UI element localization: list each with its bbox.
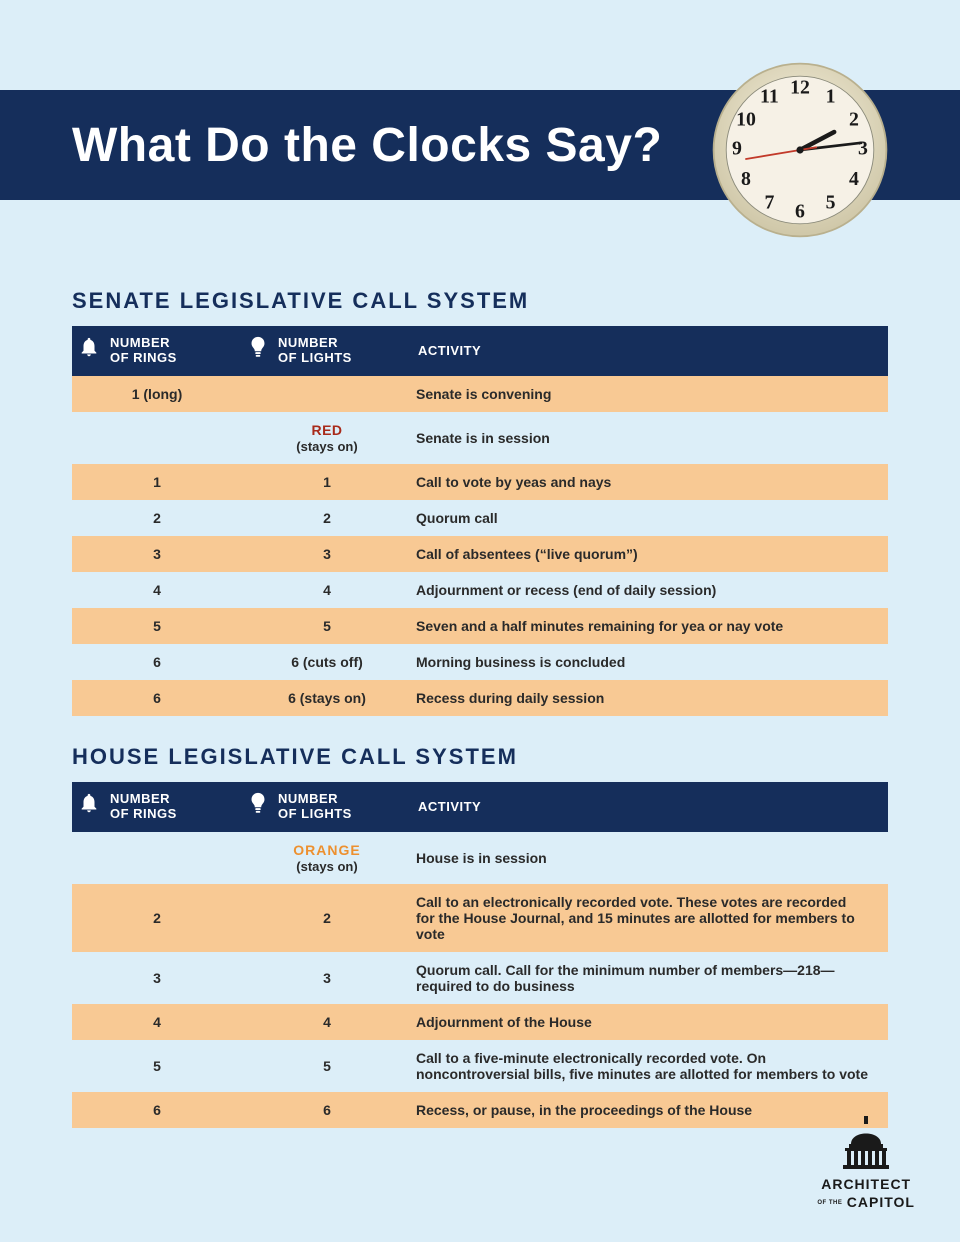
activity-cell: Adjournment of the House [412,1004,888,1040]
svg-text:11: 11 [760,85,779,107]
lights-cell [242,376,412,412]
activity-cell: Call to vote by yeas and nays [412,464,888,500]
lights-cell: 5 [242,608,412,644]
clock-image: 12 1 2 3 4 5 6 7 8 9 10 11 [710,60,890,240]
activity-cell: Quorum call. Call for the minimum number… [412,952,888,1004]
bulb-icon [248,792,268,821]
lights-cell: 3 [242,536,412,572]
lights-cell: 6 (stays on) [242,680,412,716]
bell-icon [78,336,100,365]
table-row: 33Quorum call. Call for the minimum numb… [72,952,888,1004]
header-lights: NUMBEROF LIGHTS [278,792,352,822]
footer-text-1: ARCHITECT [821,1176,911,1192]
rings-cell: 4 [72,572,242,608]
rings-cell: 6 [72,1092,242,1128]
svg-text:9: 9 [732,138,742,160]
table-row: 22Call to an electronically recorded vot… [72,884,888,952]
table-row: 55Seven and a half minutes remaining for… [72,608,888,644]
rings-cell: 2 [72,884,242,952]
lights-cell: 5 [242,1040,412,1092]
activity-cell: Seven and a half minutes remaining for y… [412,608,888,644]
lights-cell: 6 [242,1092,412,1128]
bulb-icon [248,336,268,365]
rings-cell [72,412,242,464]
header-activity: ACTIVITY [418,343,481,358]
section-title-senate: SENATE LEGISLATIVE CALL SYSTEM [72,288,888,314]
svg-text:5: 5 [826,192,836,214]
senate-table: NUMBEROF RINGS NUMBEROF LIGHTS [72,326,888,716]
svg-text:8: 8 [741,168,751,190]
table-row: 11Call to vote by yeas and nays [72,464,888,500]
content-area: SENATE LEGISLATIVE CALL SYSTEM NUMBEROF … [72,260,888,1128]
table-row: 66 (cuts off)Morning business is conclud… [72,644,888,680]
rings-cell: 3 [72,952,242,1004]
activity-cell: Recess during daily session [412,680,888,716]
activity-cell: Morning business is concluded [412,644,888,680]
lights-cell: 2 [242,500,412,536]
rings-cell: 5 [72,608,242,644]
lights-cell: 6 (cuts off) [242,644,412,680]
activity-cell: Call to a five-minute electronically rec… [412,1040,888,1092]
activity-cell: Call to an electronically recorded vote.… [412,884,888,952]
activity-cell: Senate is in session [412,412,888,464]
capitol-icon [831,1116,901,1171]
lights-cell: 3 [242,952,412,1004]
svg-text:1: 1 [826,85,836,107]
table-row: 22Quorum call [72,500,888,536]
table-row: 44Adjournment or recess (end of daily se… [72,572,888,608]
rings-cell: 4 [72,1004,242,1040]
activity-cell: House is in session [412,832,888,884]
header-rings: NUMBEROF RINGS [110,792,177,822]
lights-cell: 1 [242,464,412,500]
rings-cell: 1 (long) [72,376,242,412]
table-row: 1 (long) Senate is convening [72,376,888,412]
rings-cell: 3 [72,536,242,572]
header-rings: NUMBEROF RINGS [110,336,177,366]
footer-text-3: CAPITOL [847,1194,915,1210]
lights-cell: 4 [242,1004,412,1040]
rings-cell: 6 [72,644,242,680]
activity-cell: Adjournment or recess (end of daily sess… [412,572,888,608]
svg-text:3: 3 [858,138,868,160]
rings-cell: 1 [72,464,242,500]
rings-cell: 5 [72,1040,242,1092]
table-row: 33Call of absentees (“live quorum”) [72,536,888,572]
activity-cell: Senate is convening [412,376,888,412]
table-row: ORANGE(stays on)House is in session [72,832,888,884]
table-row: 44Adjournment of the House [72,1004,888,1040]
rings-cell: 2 [72,500,242,536]
activity-cell: Quorum call [412,500,888,536]
footer-text-2: OF THE [817,1200,842,1206]
svg-text:2: 2 [849,109,859,131]
table-row: RED(stays on)Senate is in session [72,412,888,464]
rings-cell [72,832,242,884]
house-table: NUMBEROF RINGS NUMBEROF LIGHTS [72,782,888,1128]
svg-text:12: 12 [790,76,810,98]
lights-cell: 4 [242,572,412,608]
bell-icon [78,792,100,821]
header-lights: NUMBEROF LIGHTS [278,336,352,366]
lights-cell: RED(stays on) [242,412,412,464]
activity-cell: Call of absentees (“live quorum”) [412,536,888,572]
svg-text:4: 4 [849,168,859,190]
svg-text:10: 10 [736,109,756,131]
section-title-house: HOUSE LEGISLATIVE CALL SYSTEM [72,744,888,770]
header-activity: ACTIVITY [418,799,481,814]
lights-cell: ORANGE(stays on) [242,832,412,884]
lights-cell: 2 [242,884,412,952]
table-row: 66 (stays on)Recess during daily session [72,680,888,716]
table-row: 66Recess, or pause, in the proceedings o… [72,1092,888,1128]
footer-logo: ARCHITECT OF THE CAPITOL [817,1116,915,1212]
rings-cell: 6 [72,680,242,716]
page-title: What Do the Clocks Say? [72,118,662,173]
svg-text:6: 6 [795,201,805,223]
svg-text:7: 7 [764,192,774,214]
table-row: 55Call to a five-minute electronically r… [72,1040,888,1092]
